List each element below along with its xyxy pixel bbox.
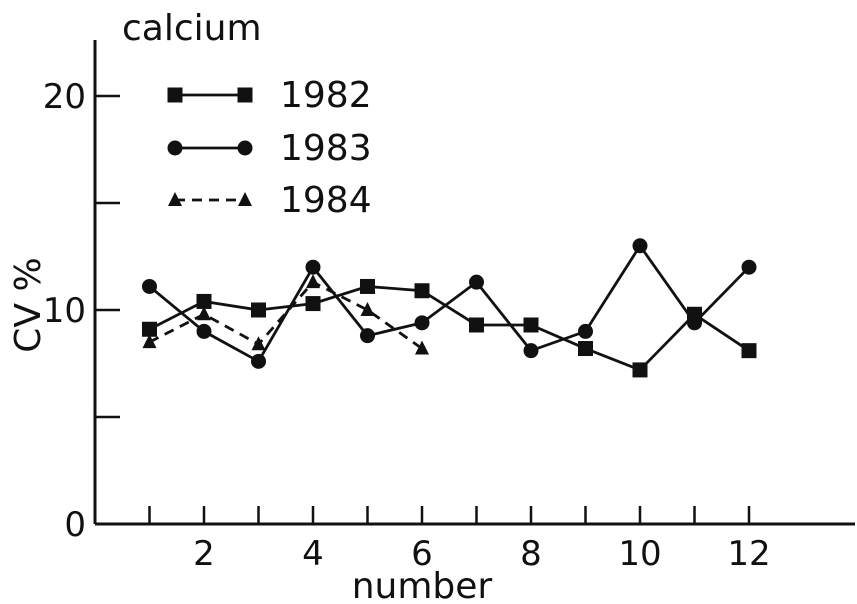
series-line-1984 <box>148 280 423 350</box>
legend-marker-end-1982 <box>237 87 253 103</box>
x-ticks: 2 4 6 8 10 12 <box>148 506 771 574</box>
legend-marker-start-1982 <box>167 87 183 103</box>
legend-label-1984: 1984 <box>280 180 372 221</box>
data-point-1984-2 <box>197 306 211 321</box>
data-point-1983-12 <box>741 259 757 275</box>
series-1983 <box>142 238 757 369</box>
data-point-1982-3 <box>251 302 266 318</box>
data-point-1983-6 <box>414 315 430 331</box>
series-line-1982 <box>148 285 750 372</box>
data-point-1984-6 <box>415 340 429 355</box>
x-tick-label-10: 10 <box>618 534 661 574</box>
x-axis-label: number <box>352 566 493 604</box>
y-tick-label-10: 10 <box>43 291 86 331</box>
series-1982 <box>142 278 757 378</box>
y-tick-label-0: 0 <box>64 505 86 545</box>
data-point-1983-10 <box>632 238 648 254</box>
data-point-1983-2 <box>196 323 212 339</box>
data-point-1982-12 <box>741 343 757 359</box>
y-axis-label: CV % <box>8 257 49 352</box>
data-point-1982-10 <box>632 362 648 378</box>
legend-item-1983: 1983 <box>167 128 372 169</box>
y-tick-label-20: 20 <box>43 77 86 117</box>
chart-title: calcium <box>122 8 262 49</box>
data-point-1984-3 <box>251 336 266 351</box>
series-group <box>142 238 757 378</box>
x-tick-label-6: 6 <box>411 534 433 574</box>
legend-marker-end-1984 <box>238 192 252 206</box>
x-tick-label-8: 8 <box>520 534 542 574</box>
series-1984 <box>142 274 429 355</box>
data-point-1983-7 <box>469 274 484 290</box>
legend-marker-end-1983 <box>237 140 253 156</box>
legend: 1982 1983 1984 <box>167 75 372 221</box>
x-tick-label-12: 12 <box>727 534 770 574</box>
data-point-1984-5 <box>360 302 375 316</box>
data-point-1983-4 <box>305 259 321 275</box>
data-point-1982-4 <box>305 296 321 312</box>
data-point-1982-8 <box>523 317 539 333</box>
legend-item-1982: 1982 <box>167 75 372 116</box>
data-point-1982-7 <box>469 317 484 333</box>
data-point-1984-1 <box>142 334 157 349</box>
data-point-1983-5 <box>360 328 375 344</box>
y-ticks: 0 10 20 <box>43 77 120 545</box>
legend-marker-start-1983 <box>167 140 183 156</box>
data-point-1982-5 <box>360 278 375 294</box>
data-point-1983-1 <box>142 278 157 294</box>
legend-item-1984: 1984 <box>168 180 372 221</box>
data-point-1982-1 <box>142 321 157 337</box>
data-point-1982-2 <box>196 293 212 309</box>
x-tick-label-2: 2 <box>193 534 215 574</box>
legend-marker-start-1984 <box>168 192 182 206</box>
data-point-1982-6 <box>414 283 430 299</box>
data-point-1982-9 <box>578 341 593 357</box>
x-tick-label-4: 4 <box>302 534 324 574</box>
data-point-1983-9 <box>578 323 593 339</box>
data-point-1983-8 <box>523 343 539 359</box>
data-point-1983-11 <box>687 315 702 331</box>
legend-label-1982: 1982 <box>280 75 372 116</box>
data-point-1983-3 <box>251 353 266 369</box>
data-point-1984-4 <box>306 274 320 289</box>
series-line-1983 <box>148 243 751 364</box>
legend-label-1983: 1983 <box>280 128 372 169</box>
